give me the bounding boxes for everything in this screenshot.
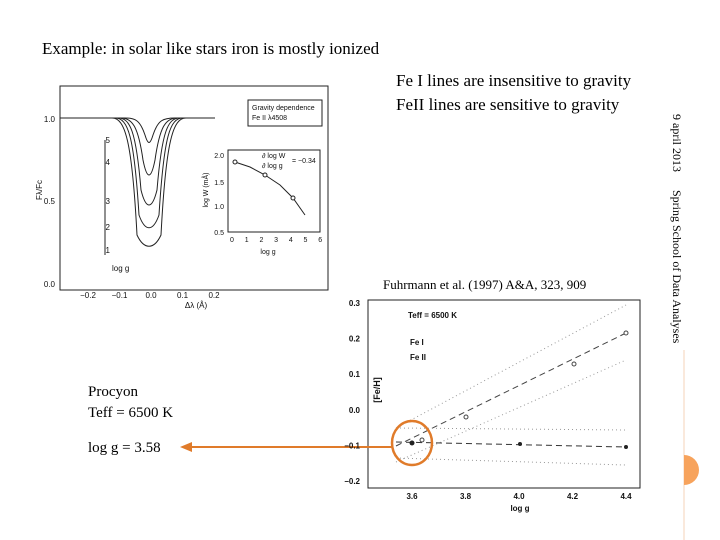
x-tick-label: 3.6 (406, 492, 418, 501)
frame (59, 85, 329, 291)
caption: Fuhrmann et al. (1997) A&A, 323, 909 (383, 277, 586, 292)
frame (367, 299, 641, 489)
x-tick-label: −0.1 (112, 291, 128, 300)
fe2-point (419, 437, 425, 443)
decor-dot (684, 455, 699, 485)
inset-point (290, 195, 296, 201)
curve (60, 117, 215, 143)
inset-y-tick: 2.0 (214, 153, 224, 160)
side-event: Spring School of Data Analyses (670, 190, 684, 344)
star-logg: log g = 3.58 (88, 440, 161, 456)
fe2-point (463, 414, 469, 420)
inset-x-tick: 0 (230, 237, 234, 244)
inset-y-tick: 0.5 (214, 230, 224, 237)
inset-y-tick: 1.0 (214, 204, 224, 211)
legend-text: Teff = 6500 K (408, 311, 457, 320)
fe2-point (571, 361, 577, 367)
fe1-point (518, 442, 522, 446)
x-tick-label: 4.0 (513, 492, 525, 501)
y-tick-label: 0.5 (44, 197, 56, 206)
y-tick-label: 1.0 (44, 115, 56, 124)
inset-x-tick: 3 (274, 237, 278, 244)
y-axis-label: [Fe/H] (372, 377, 382, 403)
star-name: Procyon (88, 384, 138, 400)
curve (60, 117, 215, 176)
arrow-head (180, 442, 192, 452)
highlight-circle (390, 419, 434, 467)
side-date: 9 april 2013 (670, 114, 684, 172)
fe2-fit (395, 332, 627, 447)
inset-x-tick: 2 (259, 237, 263, 244)
legend-text: Fe II (410, 353, 426, 362)
inset-annotation: = −0.34 (292, 158, 316, 165)
arrow-label: log g (112, 264, 129, 273)
x-tick-label: −0.2 (80, 291, 96, 300)
x-tick-label: 4.4 (620, 492, 632, 501)
inset-y-label: log W (mÅ) (201, 173, 210, 208)
curve-label: 3 (106, 197, 111, 206)
legend-text: Gravity dependence (252, 105, 315, 112)
slide-title: Example: in solar like stars iron is mos… (42, 39, 380, 58)
curve-label: 5 (106, 136, 111, 145)
x-tick-label: 0.2 (208, 291, 220, 300)
x-tick-label: 3.8 (460, 492, 472, 501)
inset-y-tick: 1.5 (214, 180, 224, 187)
inset-x-tick: 5 (304, 237, 308, 244)
inset-annotation: ∂ log g (262, 163, 283, 170)
star-teff: Teff = 6500 K (88, 405, 173, 421)
legend-text: Fe I (410, 338, 424, 347)
inset-x-tick: 4 (289, 237, 293, 244)
bullet: FeII lines are sensitive to gravity (396, 95, 620, 114)
x-axis-label: Δλ (Å) (185, 301, 208, 310)
profiles-figure (59, 85, 329, 291)
y-tick-label: −0.1 (344, 441, 360, 450)
y-tick-label: 0.3 (349, 299, 361, 308)
inset-x-label: log g (260, 249, 275, 256)
y-tick-label: −0.2 (344, 477, 360, 486)
bullet: Fe I lines are insensitive to gravity (396, 71, 632, 90)
inset-x-tick: 1 (245, 237, 249, 244)
curve-label: 4 (106, 158, 111, 167)
inset-curve (234, 161, 306, 216)
y-tick-label: 0.0 (44, 280, 56, 289)
y-tick-label: 0.1 (349, 370, 361, 379)
y-tick-label: 0.2 (349, 335, 361, 344)
inset-annotation: ∂ log W (262, 153, 286, 160)
x-axis-label: log g (510, 504, 529, 513)
fe2-point (623, 330, 629, 336)
y-tick-label: 0.0 (349, 406, 361, 415)
y-axis-label: Fλ/Fc (35, 180, 44, 200)
x-tick-label: 0.1 (177, 291, 189, 300)
inset-frame (227, 149, 321, 233)
inset-point (262, 172, 268, 178)
legend-text: Fe II λ4508 (252, 115, 287, 122)
inset-x-tick: 6 (318, 237, 322, 244)
curve-label: 2 (106, 223, 111, 232)
fe1-point (409, 440, 415, 446)
x-tick-label: 4.2 (567, 492, 579, 501)
legend-box (247, 99, 323, 127)
fe1-point (624, 445, 628, 449)
fe1-fit (395, 441, 627, 448)
curve (60, 117, 215, 206)
abundance-figure (367, 299, 641, 489)
curve (60, 117, 215, 229)
inset-point (232, 159, 238, 165)
curve-label: 1 (106, 246, 111, 255)
curve (60, 117, 215, 247)
x-tick-label: 0.0 (145, 291, 157, 300)
